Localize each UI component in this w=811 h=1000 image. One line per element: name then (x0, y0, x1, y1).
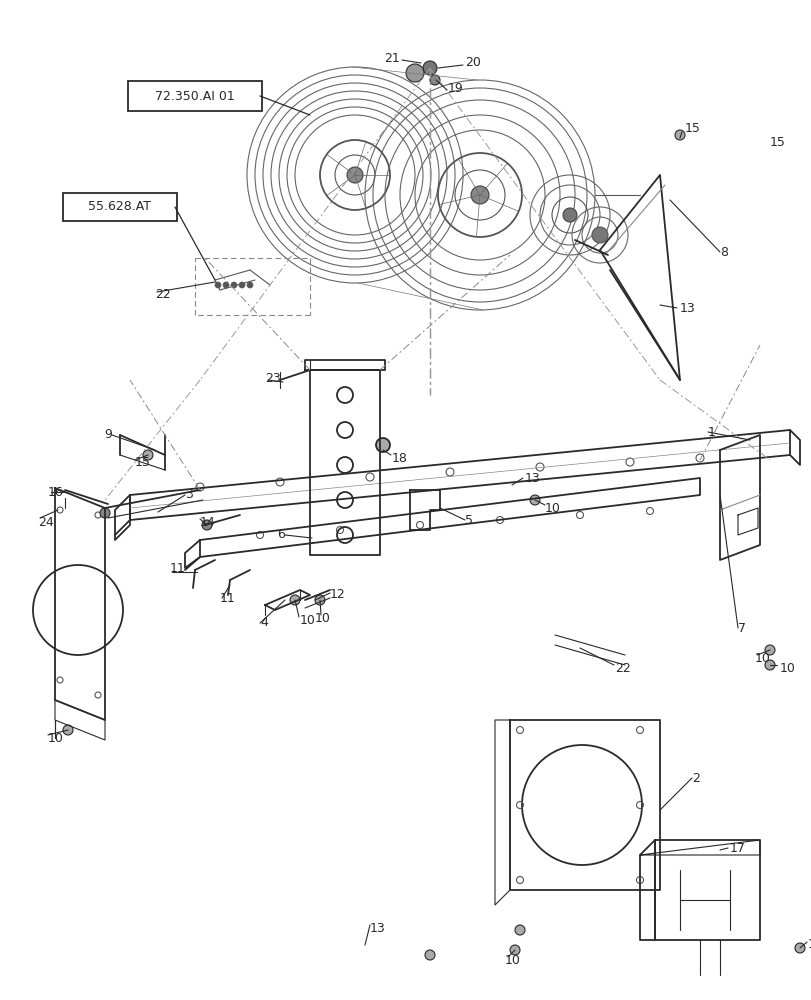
Text: 20: 20 (465, 55, 480, 68)
Circle shape (470, 186, 488, 204)
Circle shape (315, 595, 324, 605)
Text: 15: 15 (769, 135, 785, 148)
Text: 22: 22 (155, 288, 170, 302)
Circle shape (346, 167, 363, 183)
Circle shape (591, 227, 607, 243)
Text: 7: 7 (737, 621, 745, 635)
Text: 15: 15 (135, 456, 151, 468)
Circle shape (238, 282, 245, 288)
Circle shape (63, 725, 73, 735)
Text: 10: 10 (779, 662, 795, 674)
Text: 72.350.AI 01: 72.350.AI 01 (155, 90, 234, 103)
Circle shape (424, 950, 435, 960)
Text: 5: 5 (465, 514, 473, 526)
Text: 10: 10 (48, 732, 64, 744)
Text: 11: 11 (169, 562, 186, 574)
Text: 24: 24 (38, 516, 54, 528)
Text: 8: 8 (719, 245, 727, 258)
Text: 55.628.AT: 55.628.AT (88, 200, 152, 214)
Text: 15: 15 (807, 938, 811, 952)
Text: 13: 13 (370, 922, 385, 934)
Text: 15: 15 (684, 121, 700, 134)
Circle shape (100, 508, 109, 518)
Circle shape (247, 282, 253, 288)
Text: 2: 2 (691, 772, 699, 784)
Text: 3: 3 (185, 488, 193, 502)
Text: 11: 11 (220, 591, 235, 604)
Circle shape (423, 61, 436, 75)
Text: 17: 17 (729, 842, 745, 854)
Circle shape (406, 64, 423, 82)
Text: 14: 14 (200, 516, 216, 528)
Text: 10: 10 (299, 613, 315, 626)
Text: 21: 21 (384, 51, 400, 64)
Circle shape (509, 945, 519, 955)
Circle shape (794, 943, 804, 953)
Circle shape (530, 495, 539, 505)
Circle shape (674, 130, 684, 140)
Text: 19: 19 (448, 82, 463, 95)
Circle shape (430, 75, 440, 85)
Circle shape (143, 450, 152, 460)
Circle shape (562, 208, 577, 222)
Text: 10: 10 (544, 502, 560, 514)
Text: 16: 16 (48, 486, 64, 498)
Text: 23: 23 (264, 371, 281, 384)
Text: 10: 10 (504, 954, 520, 966)
Circle shape (223, 282, 229, 288)
Circle shape (202, 520, 212, 530)
Text: 13: 13 (525, 472, 540, 485)
Circle shape (290, 595, 299, 605)
FancyBboxPatch shape (63, 193, 177, 221)
Text: 4: 4 (260, 616, 268, 630)
FancyBboxPatch shape (128, 81, 262, 111)
Circle shape (764, 645, 774, 655)
Text: 9: 9 (104, 428, 112, 442)
Text: 13: 13 (679, 302, 695, 314)
Circle shape (375, 438, 389, 452)
Circle shape (230, 282, 237, 288)
Circle shape (215, 282, 221, 288)
Circle shape (514, 925, 525, 935)
Text: 10: 10 (315, 611, 330, 624)
Text: 1: 1 (707, 426, 715, 438)
Text: 10: 10 (754, 652, 770, 664)
Text: 12: 12 (329, 588, 345, 601)
Circle shape (764, 660, 774, 670)
Text: 22: 22 (614, 662, 630, 674)
Text: 6: 6 (277, 528, 285, 542)
Text: 18: 18 (392, 452, 407, 464)
